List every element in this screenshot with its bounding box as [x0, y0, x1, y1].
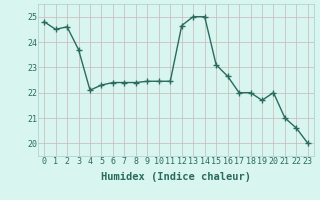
X-axis label: Humidex (Indice chaleur): Humidex (Indice chaleur): [101, 172, 251, 182]
